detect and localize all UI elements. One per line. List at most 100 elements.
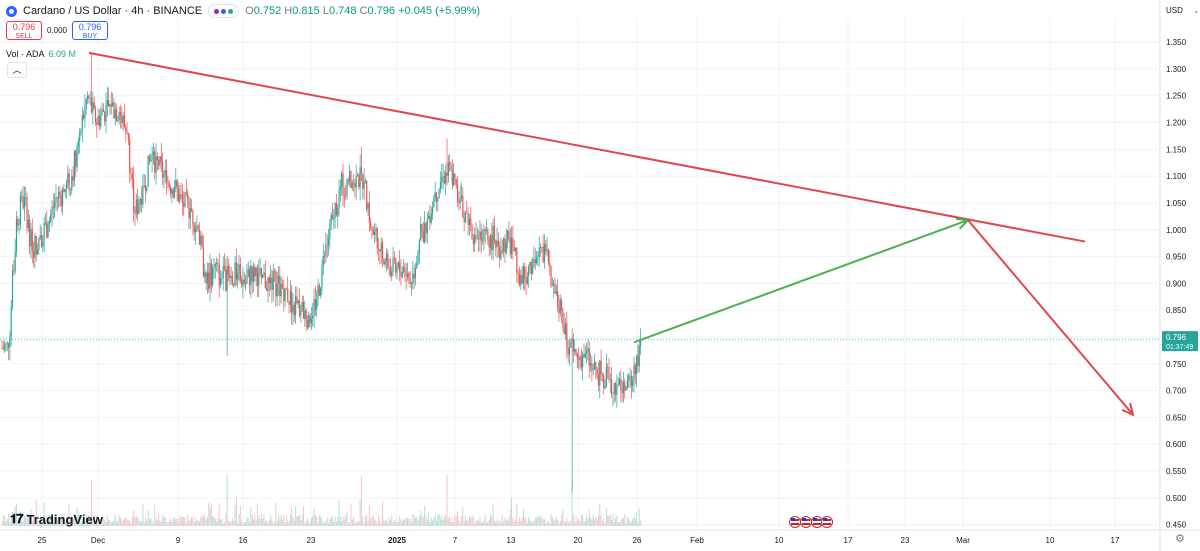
candle-body — [310, 318, 313, 324]
candle-body — [270, 277, 272, 284]
volume-bar — [162, 515, 164, 526]
volume-bar — [612, 514, 614, 526]
volume-bar — [4, 516, 6, 526]
candle-body — [574, 349, 576, 353]
volume-bar — [392, 522, 394, 526]
volume-bar — [417, 520, 419, 526]
volume-legend[interactable]: Vol · ADA 6.09 M — [6, 49, 77, 59]
sell-button[interactable]: 0.796 SELL — [6, 21, 42, 40]
volume-bar — [63, 514, 65, 526]
volume-bar — [59, 516, 61, 526]
candle-body — [564, 323, 567, 335]
candle-body — [267, 277, 269, 291]
symbol-title[interactable]: Cardano / US Dollar · 4h · BINANCE — [23, 5, 203, 17]
candle-body — [151, 155, 153, 161]
volume-bar — [170, 518, 172, 526]
volume-bar — [279, 518, 281, 526]
last-price-badge — [1162, 331, 1198, 352]
economic-events[interactable] — [789, 516, 833, 528]
candle-body — [422, 231, 424, 242]
volume-bar — [580, 515, 582, 526]
volume-bar — [43, 502, 45, 526]
candle-body — [94, 108, 97, 123]
tradingview-logo[interactable]: 𝟏𝟕 TradingView — [10, 511, 103, 527]
candle-body — [212, 268, 214, 286]
currency-selector[interactable]: USD ⌄ — [1166, 6, 1200, 15]
candle-body — [55, 197, 57, 203]
volume-bar — [561, 515, 563, 526]
candle-body — [298, 300, 301, 316]
candle-body — [117, 120, 119, 122]
time-scale[interactable]: 25 Dec 9 16 23 2025 7 13 20 26 Feb 10 17 23 Mar 10 17 — [0, 529, 1200, 545]
volume-bar — [441, 515, 443, 526]
volume-bar — [480, 522, 482, 526]
candle-body — [562, 310, 564, 327]
volume-bar — [18, 517, 20, 526]
candle-body — [570, 342, 572, 348]
volume-bar — [50, 514, 52, 526]
candle-body — [389, 268, 392, 276]
candle-body — [563, 326, 565, 335]
candle-body — [349, 170, 351, 182]
volume-bar — [324, 521, 326, 526]
volume-bar — [288, 520, 290, 526]
candle-body — [26, 196, 28, 229]
candle-body — [139, 199, 141, 205]
candle-body — [158, 159, 160, 166]
settings-gear-icon[interactable]: ⚙ — [1175, 533, 1185, 545]
volume-bar — [321, 518, 323, 526]
volume-bar — [271, 519, 273, 526]
volume-bar — [206, 516, 208, 526]
candle-body — [122, 115, 124, 123]
candle-body — [480, 231, 482, 241]
volume-bar — [27, 514, 29, 526]
candle-body — [521, 274, 523, 284]
volume-bar — [75, 514, 77, 526]
candle-body — [47, 224, 49, 238]
candle-body — [127, 133, 129, 140]
candle-body — [471, 224, 473, 239]
volume-bar — [30, 508, 32, 526]
candle-body — [181, 194, 183, 203]
candle-body — [146, 186, 148, 192]
price-tick-label: 1.150 — [1166, 145, 1187, 154]
volume-bar — [505, 519, 507, 526]
price-scale[interactable]: 1.350 1.300 1.250 1.200 1.150 1.100 1.050 1.000… — [1159, 0, 1198, 551]
candle-body — [219, 278, 222, 286]
tradingview-mark-icon: 𝟏𝟕 — [10, 511, 24, 526]
candle-body — [584, 353, 586, 358]
buy-button[interactable]: 0.796 BUY — [72, 21, 108, 40]
time-tick-label: Feb — [690, 536, 704, 545]
volume-bar — [146, 520, 148, 526]
candle-body — [497, 240, 499, 246]
volume-bar — [450, 522, 452, 526]
volume-bar — [41, 519, 42, 526]
candle-body — [241, 280, 243, 286]
candle-body — [92, 102, 94, 113]
candle-body — [214, 263, 216, 268]
candle-body — [413, 273, 415, 279]
candle-body — [293, 304, 295, 316]
candle-body — [323, 256, 326, 257]
volume-bar — [355, 522, 357, 526]
candle-body — [11, 270, 14, 307]
volume-bar — [225, 513, 227, 526]
candle-body — [88, 95, 90, 99]
collapse-legend-button[interactable]: ︿ — [7, 62, 27, 78]
volume-bar — [334, 516, 336, 526]
volume-bar — [592, 514, 594, 526]
volume-bar — [447, 518, 449, 526]
volume-bar — [338, 500, 340, 526]
candle-body — [234, 262, 236, 285]
candle-body — [503, 238, 505, 252]
drawing-annotations[interactable] — [0, 51, 1160, 417]
volume-bar — [221, 519, 223, 526]
candle-body — [380, 242, 382, 252]
candle-body — [309, 315, 311, 324]
candle-body — [424, 223, 426, 242]
volume-bar — [530, 521, 532, 526]
candle-body — [433, 197, 435, 208]
indicator-pill[interactable] — [208, 4, 240, 18]
candle-body — [118, 111, 120, 121]
